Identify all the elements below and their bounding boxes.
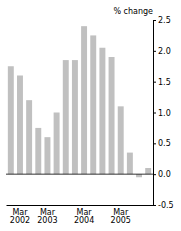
bar [26,100,32,174]
tick: Mar2002 [10,208,30,226]
y-axis: -0.5 0.0 0.5 1.0 1.5 2.0 2.5 [153,16,174,210]
bar [90,35,96,174]
bar [127,153,133,175]
tick-label: 0.5 [158,139,171,148]
bars [8,26,151,177]
tick-mark [153,113,156,114]
tick-label: Mar2002 [10,208,30,226]
bar [136,174,142,177]
bar [63,60,69,174]
zero-line [6,174,153,175]
tick: Mar2004 [74,208,94,226]
axis-title: % change [113,7,153,16]
tick: Mar2003 [37,208,57,226]
tick-label: Mar2003 [37,208,57,226]
plot: -0.50.00.51.01.52.02.5Mar2002Mar2003Mar2… [6,7,174,225]
bar [109,57,115,174]
tick-label: 0.0 [158,170,171,179]
bar [72,60,78,174]
tick-mark [153,51,156,52]
bar [8,66,14,174]
bar [118,106,124,174]
tick: 2.0 [153,47,171,56]
tick-label: 2.0 [158,47,171,56]
tick-mark [153,20,156,21]
bar [81,26,87,174]
bar [35,128,41,174]
tick: -0.5 [153,201,174,210]
bar [17,76,23,175]
tick-mark [153,143,156,144]
bar [54,113,60,175]
tick: 0.5 [153,139,171,148]
tick-label: 2.5 [158,16,171,25]
tick-label: Mar2005 [111,208,131,226]
tick: 2.5 [153,16,171,25]
axis-line [7,205,154,206]
tick: 0.0 [153,170,171,179]
tick-mark [153,82,156,83]
bar [44,137,50,174]
tick: 1.5 [153,78,171,87]
bar [99,48,105,174]
x-axis: Mar2002 Mar2003 Mar2004 Mar2005 [7,206,154,226]
tick-label: 1.5 [158,78,171,87]
axis-line [154,21,157,206]
tick-label: 1.0 [158,109,171,118]
tick-label: -0.5 [158,201,174,210]
tick-mark [153,174,156,175]
tick-label: Mar2004 [74,208,94,226]
tick: Mar2005 [111,208,131,226]
bar [145,168,151,174]
tick: 1.0 [153,109,171,118]
chart: -0.50.00.51.01.52.02.5Mar2002Mar2003Mar2… [0,0,181,231]
